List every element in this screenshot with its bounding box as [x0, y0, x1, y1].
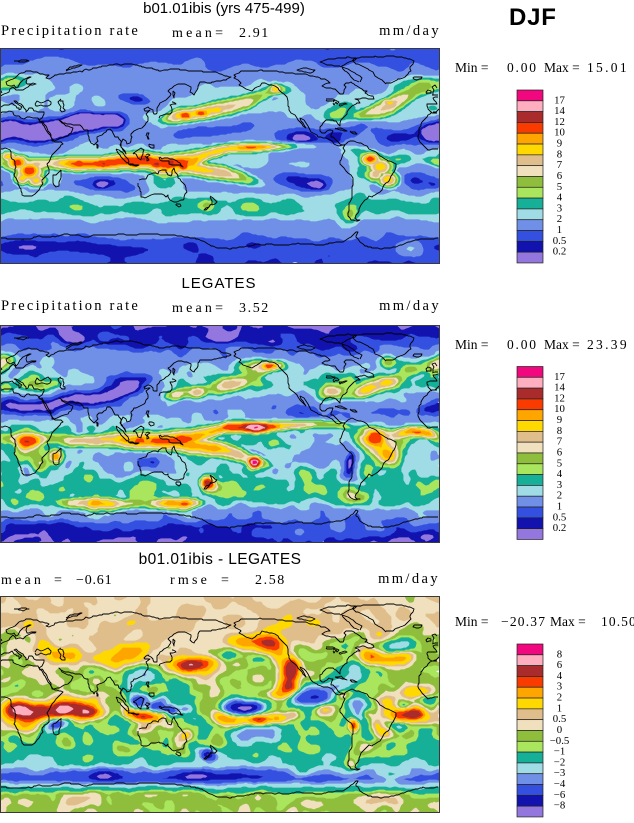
svg-text:−1: −1 [554, 746, 566, 758]
svg-text:7: 7 [557, 436, 563, 448]
svg-text:8: 8 [557, 648, 562, 660]
svg-text:9: 9 [557, 414, 562, 426]
svg-text:1: 1 [557, 501, 562, 513]
svg-text:17: 17 [554, 371, 565, 383]
svg-text:8: 8 [557, 148, 562, 160]
svg-text:6: 6 [557, 446, 563, 458]
svg-text:3: 3 [557, 479, 562, 491]
svg-text:−3: −3 [554, 767, 566, 779]
svg-text:6: 6 [557, 659, 563, 671]
svg-text:6: 6 [557, 170, 563, 182]
svg-text:10: 10 [554, 403, 565, 415]
svg-text:5: 5 [557, 457, 562, 469]
svg-text:4: 4 [557, 670, 563, 682]
svg-text:10: 10 [554, 127, 565, 139]
svg-text:2: 2 [557, 490, 562, 502]
svg-text:9: 9 [557, 138, 562, 150]
svg-text:0.2: 0.2 [553, 246, 567, 258]
svg-text:5: 5 [557, 181, 562, 193]
svg-text:7: 7 [557, 159, 563, 171]
svg-text:−6: −6 [554, 789, 566, 801]
svg-text:12: 12 [554, 116, 565, 128]
svg-text:2: 2 [557, 213, 562, 225]
svg-text:−4: −4 [554, 778, 566, 790]
svg-text:1: 1 [557, 702, 562, 714]
svg-text:2: 2 [557, 692, 562, 704]
svg-text:0.5: 0.5 [553, 235, 567, 247]
svg-text:−0.5: −0.5 [550, 735, 570, 747]
svg-text:0: 0 [557, 724, 562, 736]
svg-text:4: 4 [557, 468, 563, 480]
svg-text:3: 3 [557, 202, 562, 214]
svg-text:4: 4 [557, 192, 563, 204]
svg-text:8: 8 [557, 425, 562, 437]
svg-text:0.5: 0.5 [553, 511, 567, 523]
svg-text:0.5: 0.5 [553, 713, 567, 725]
svg-text:0.2: 0.2 [553, 522, 567, 534]
svg-text:12: 12 [554, 392, 565, 404]
svg-text:3: 3 [557, 681, 562, 693]
svg-text:17: 17 [554, 94, 565, 106]
svg-text:14: 14 [554, 105, 565, 117]
svg-text:−2: −2 [554, 756, 566, 768]
svg-text:1: 1 [557, 224, 562, 236]
svg-text:−8: −8 [554, 800, 566, 812]
svg-text:14: 14 [554, 382, 565, 394]
